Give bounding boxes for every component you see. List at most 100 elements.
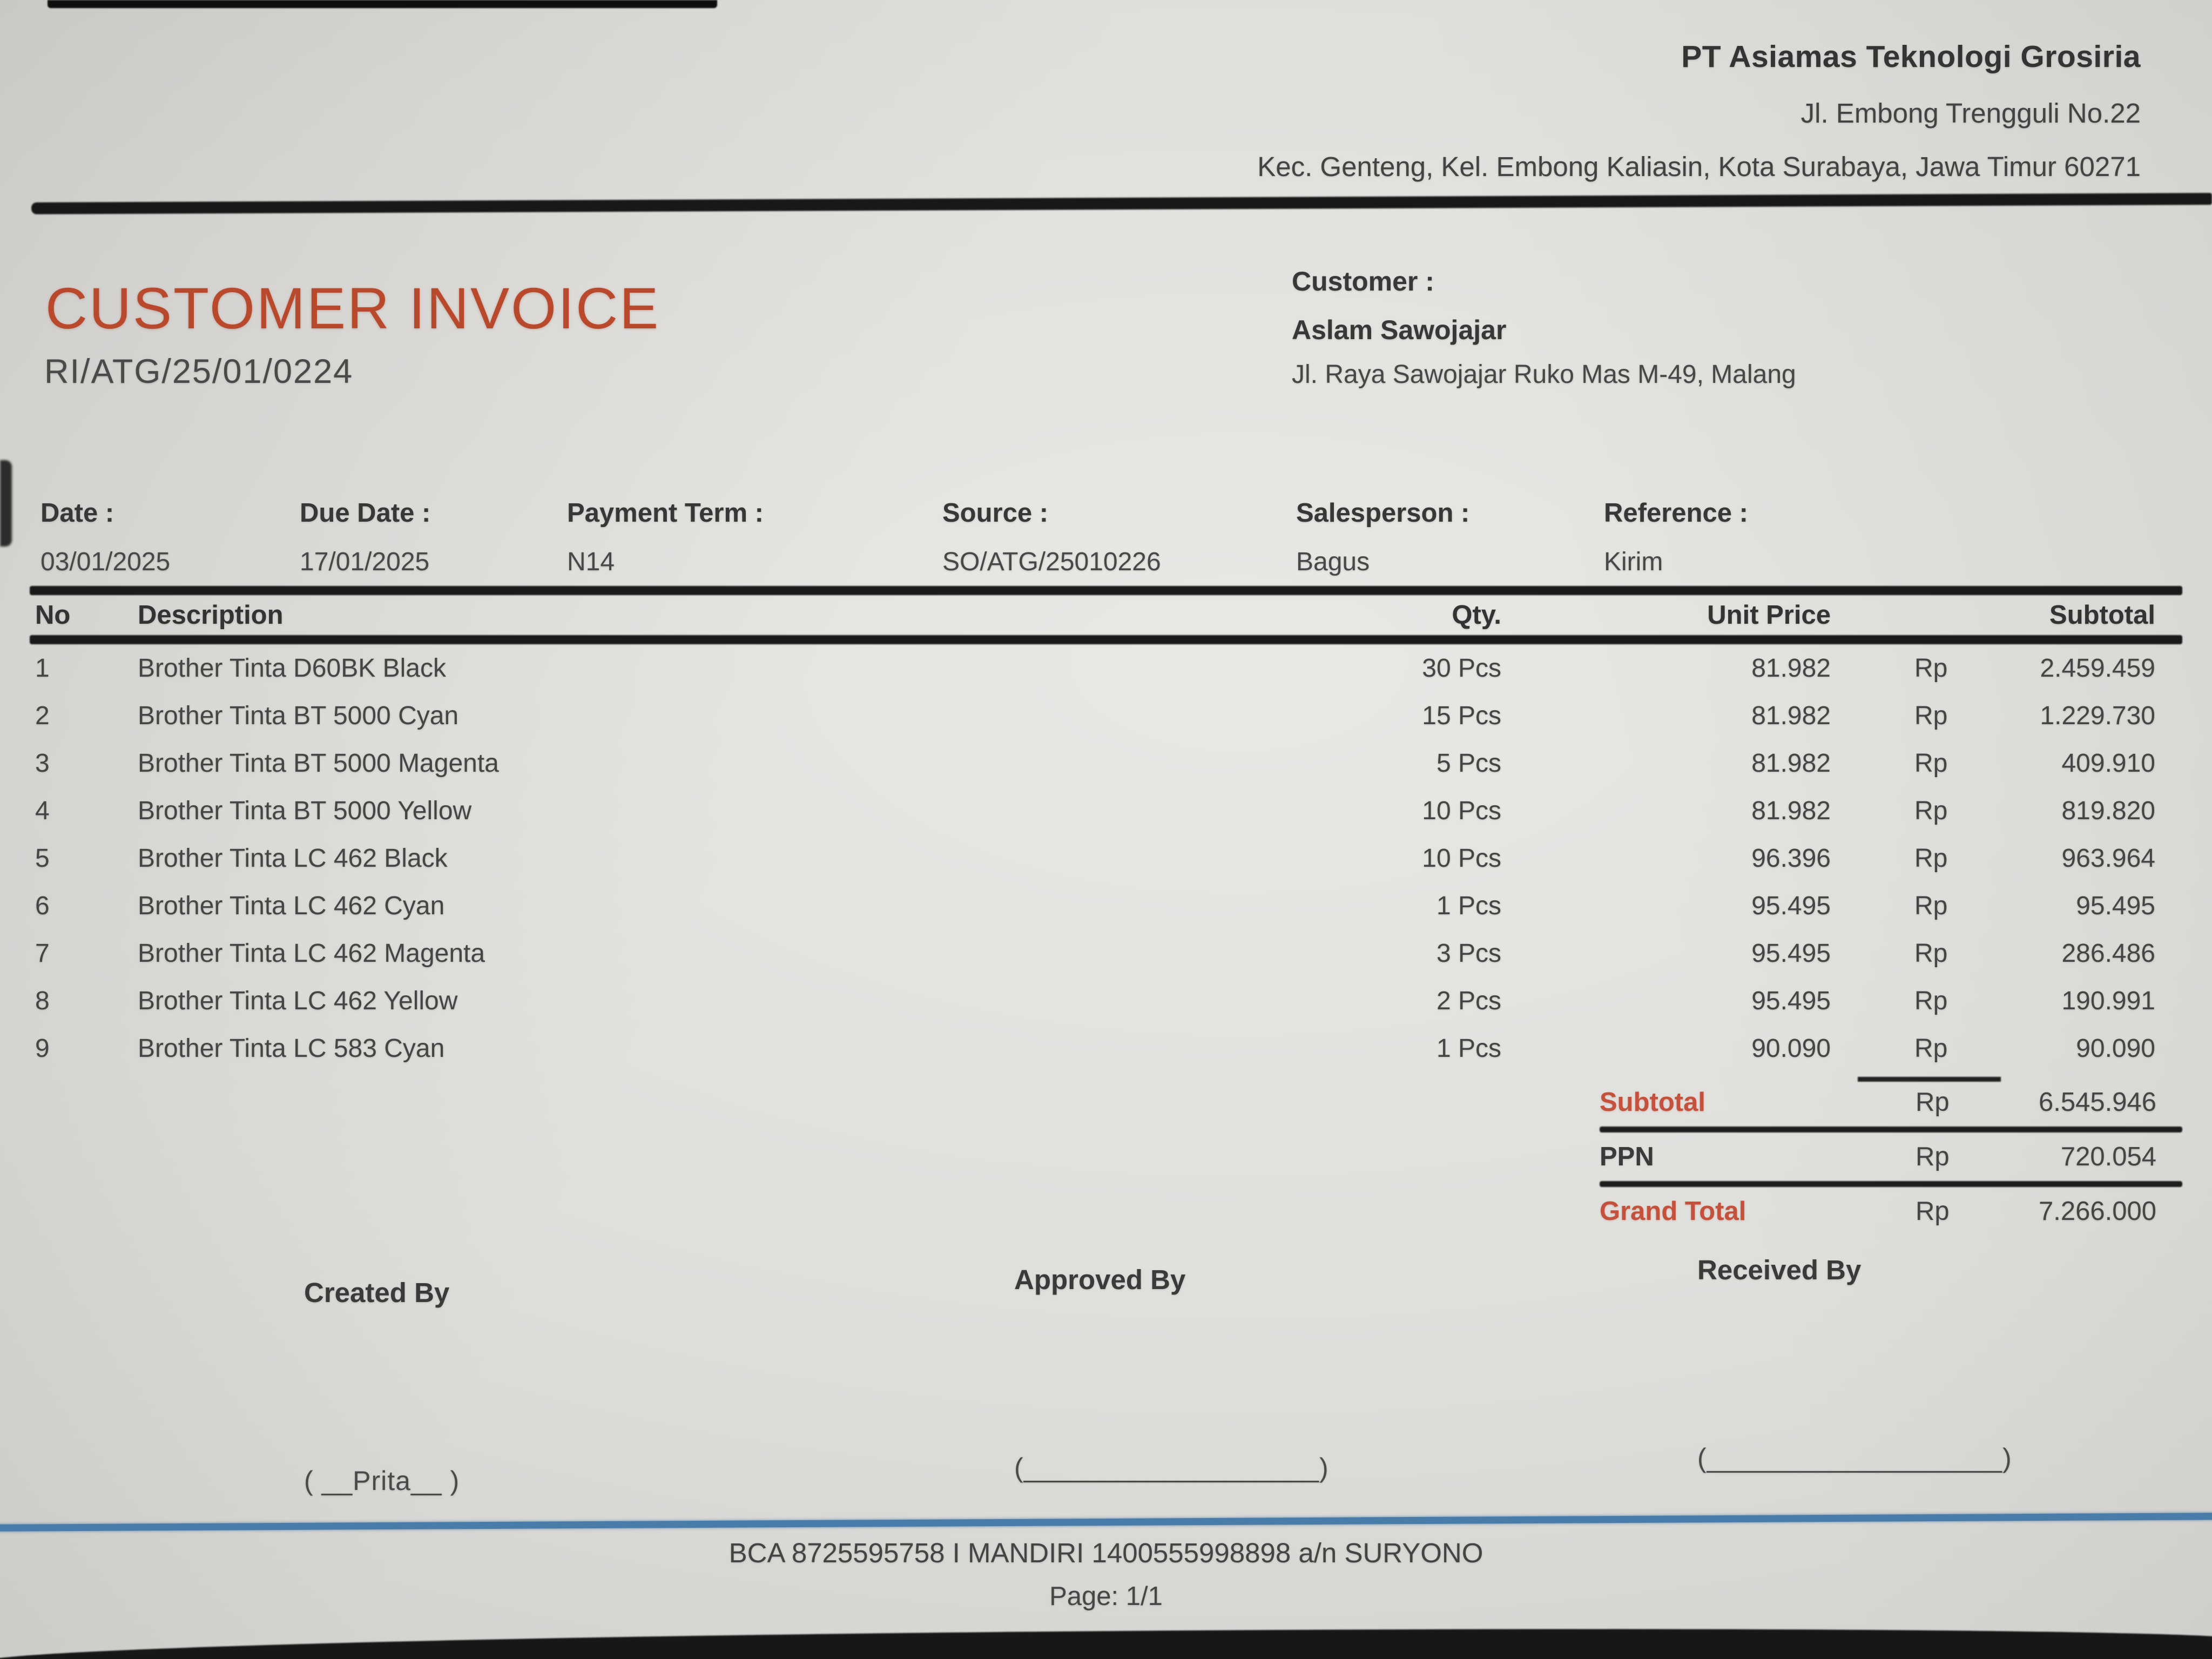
grand-total-currency: Rp [1916,1197,1950,1226]
cell-description: Brother Tinta LC 462 Black [138,844,448,873]
cell-description: Brother Tinta LC 462 Magenta [138,939,485,968]
cell-no: 8 [35,986,50,1015]
invoice-title: CUSTOMER INVOICE [45,275,660,341]
cell-unit-price: 81.982 [1751,701,1831,730]
cell-description: Brother Tinta BT 5000 Cyan [138,701,459,730]
header-divider-rule [31,193,2212,214]
meta-field-label: Payment Term : [567,498,764,528]
totals-ppn-row: PPN Rp 720.054 [1600,1136,2182,1178]
table-row: 2 Brother Tinta BT 5000 Cyan 15 Pcs 81.9… [30,692,2182,739]
totals-rule-1 [1600,1127,2182,1132]
meta-field-value: SO/ATG/25010226 [942,548,1161,576]
ppn-currency: Rp [1916,1142,1950,1171]
photo-bottom-edge-shadow [0,1624,2212,1659]
cell-description: Brother Tinta LC 462 Cyan [138,891,445,920]
cell-no: 7 [35,939,50,968]
meta-field: Payment Term : N14 [567,498,942,577]
grand-total-value: 7.266.000 [2039,1197,2156,1226]
cell-description: Brother Tinta D60BK Black [138,653,446,683]
invoice-meta-row: Date : 03/01/2025 Due Date : 17/01/2025 … [41,498,2190,577]
cell-currency: Rp [1914,1034,1948,1063]
cell-subtotal: 409.910 [2061,748,2155,778]
customer-block: Customer : Aslam Sawojajar Jl. Raya Sawo… [1292,266,1796,389]
photo-top-edge-shadow [48,0,717,8]
signature-title: Created By [304,1277,450,1308]
cell-qty: 3 Pcs [1436,939,1501,968]
invoice-number: RI/ATG/25/01/0224 [44,353,354,390]
meta-field-value: N14 [567,548,615,576]
cell-no: 5 [35,844,50,873]
cell-qty: 1 Pcs [1436,1034,1501,1063]
table-header-bottom-rule [30,635,2182,644]
signature-column: Received By (___________________) [1697,1254,2075,1474]
cell-currency: Rp [1914,844,1948,873]
cell-qty: 2 Pcs [1436,986,1501,1015]
customer-label: Customer : [1292,266,1434,296]
cell-description: Brother Tinta LC 462 Yellow [138,986,458,1015]
ppn-label: PPN [1600,1142,1654,1171]
company-address-line1: Jl. Embong Trengguli No.22 [1800,98,2141,129]
cell-subtotal: 1.229.730 [2040,701,2155,730]
cell-unit-price: 81.982 [1751,653,1831,683]
table-header-qty: Qty. [1452,601,1501,630]
meta-field-value: Kirim [1604,548,1663,576]
table-header-row: No Description Qty. Unit Price Subtotal [30,595,2182,635]
cell-qty: 5 Pcs [1436,748,1501,778]
meta-field: Date : 03/01/2025 [41,498,300,577]
cell-unit-price: 81.982 [1751,796,1831,825]
signature-column: Created By ( __Prita__ ) [304,1277,682,1496]
table-body: 1 Brother Tinta D60BK Black 30 Pcs 81.98… [30,644,2182,1072]
cell-qty: 30 Pcs [1422,653,1501,683]
meta-field-value: 17/01/2025 [300,548,430,576]
meta-field-label: Date : [41,498,114,528]
totals-grand-total-row: Grand Total Rp 7.266.000 [1600,1190,2182,1232]
meta-field: Reference : Kirim [1604,498,1748,577]
cell-unit-price: 95.495 [1751,986,1831,1015]
company-header: PT Asiamas Teknologi Grosiria Jl. Embong… [1257,39,2141,183]
cell-unit-price: 95.495 [1751,891,1831,920]
meta-field-value: 03/01/2025 [41,548,171,576]
cell-currency: Rp [1914,701,1948,730]
cell-qty: 10 Pcs [1422,844,1501,873]
cell-currency: Rp [1914,796,1948,825]
signature-title: Received By [1697,1255,1862,1285]
totals-block: Subtotal Rp 6.545.946 PPN Rp 720.054 Gra… [1600,1081,2182,1232]
cell-currency: Rp [1914,891,1948,920]
table-header-no: No [35,601,71,630]
meta-field: Salesperson : Bagus [1296,498,1604,577]
meta-field-label: Due Date : [300,498,431,528]
bank-info: BCA 8725595758 I MANDIRI 1400555998898 a… [729,1537,1483,1568]
subtotal-value: 6.545.946 [2039,1088,2156,1117]
meta-field-label: Source : [942,498,1049,528]
meta-field-value: Bagus [1296,548,1370,576]
totals-rule-2 [1600,1181,2182,1187]
meta-field-label: Salesperson : [1296,498,1470,528]
items-table: No Description Qty. Unit Price Subtotal … [30,586,2182,1072]
cell-no: 2 [35,701,50,730]
customer-address: Jl. Raya Sawojajar Ruko Mas M-49, Malang [1292,360,1796,389]
subtotal-label: Subtotal [1600,1088,1705,1117]
table-row: 4 Brother Tinta BT 5000 Yellow 10 Pcs 81… [30,787,2182,834]
signature-line: (___________________) [1697,1443,2012,1473]
table-header-unit-price: Unit Price [1707,601,1831,630]
cell-currency: Rp [1914,748,1948,778]
cell-no: 6 [35,891,50,920]
table-header-description: Description [138,601,284,630]
company-address-line2: Kec. Genteng, Kel. Embong Kaliasin, Kota… [1257,151,2141,182]
signature-title: Approved By [1014,1264,1186,1295]
cell-subtotal: 95.495 [2076,891,2155,920]
grand-total-label: Grand Total [1600,1197,1746,1226]
cell-qty: 15 Pcs [1422,701,1501,730]
page-indicator: Page: 1/1 [1049,1582,1163,1611]
cell-description: Brother Tinta BT 5000 Yellow [138,796,472,825]
company-name: PT Asiamas Teknologi Grosiria [1681,39,2141,74]
cell-no: 4 [35,796,50,825]
cell-description: Brother Tinta LC 583 Cyan [138,1034,445,1063]
cell-unit-price: 90.090 [1751,1034,1831,1063]
signature-line: ( __Prita__ ) [304,1466,460,1496]
cell-no: 9 [35,1034,50,1063]
table-top-rule [30,586,2182,595]
cell-qty: 10 Pcs [1422,796,1501,825]
photo-left-edge-shadow [0,460,12,547]
signature-line: (___________________) [1014,1453,1329,1483]
